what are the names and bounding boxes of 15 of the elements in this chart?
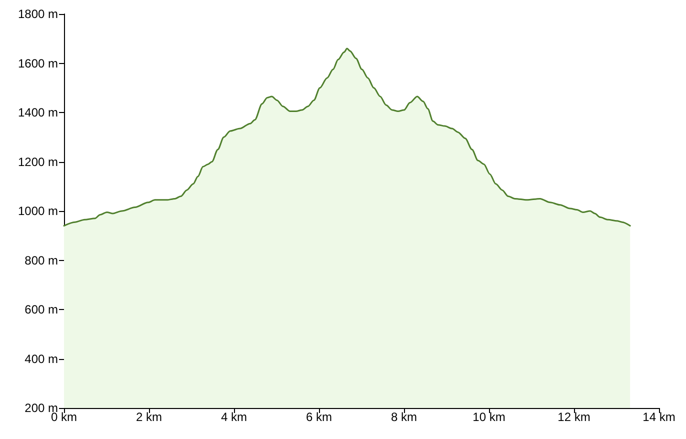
y-tick-label: 1800 m bbox=[18, 7, 58, 21]
y-tick-label: 1400 m bbox=[18, 106, 58, 120]
y-tick-label: 600 m bbox=[24, 302, 58, 316]
x-tick-label: 2 km bbox=[136, 410, 162, 424]
y-tick-label: 800 m bbox=[24, 253, 58, 268]
x-tick-label: 4 km bbox=[220, 410, 248, 424]
y-tick-label: 1200 m bbox=[18, 154, 58, 169]
y-tick-label: 1000 m bbox=[18, 204, 58, 218]
x-tick-label: 6 km bbox=[306, 410, 332, 424]
x-tick-label: 14 km bbox=[642, 410, 676, 424]
y-tick-label: 400 m bbox=[24, 352, 58, 366]
x-tick-label: 10 km bbox=[472, 410, 506, 424]
x-tick-label: 8 km bbox=[390, 410, 418, 424]
y-tick-label: 1600 m bbox=[18, 56, 58, 70]
x-tick-label: 12 km bbox=[558, 410, 590, 424]
